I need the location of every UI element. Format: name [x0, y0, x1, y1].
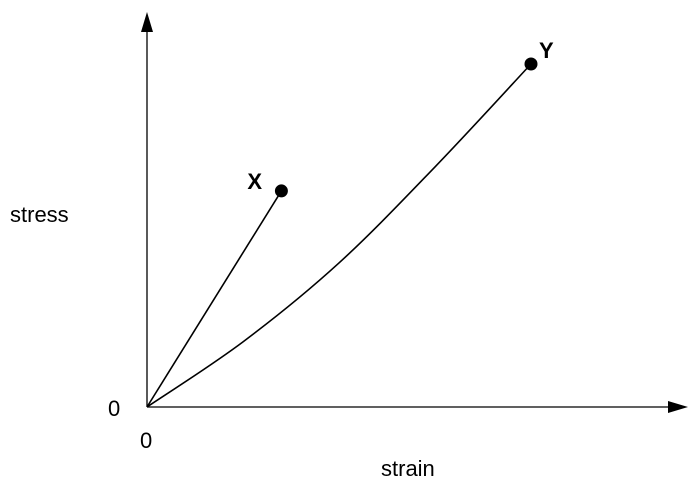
- series-y-end-point: [524, 57, 538, 71]
- x-tick-label-0: 0: [140, 428, 152, 453]
- y-tick-label-0: 0: [108, 396, 120, 421]
- series-y-line: [146, 63, 532, 408]
- y-axis-arrow: [141, 12, 153, 32]
- series-x-end-point: [274, 184, 288, 198]
- series-layer: XY: [146, 38, 554, 408]
- series-x-line: [146, 190, 283, 408]
- y-axis-title: stress: [10, 202, 69, 227]
- x-axis-arrow: [668, 401, 688, 413]
- point-label-x: X: [247, 169, 262, 194]
- point-label-y: Y: [539, 38, 554, 63]
- x-axis-title: strain: [381, 456, 435, 481]
